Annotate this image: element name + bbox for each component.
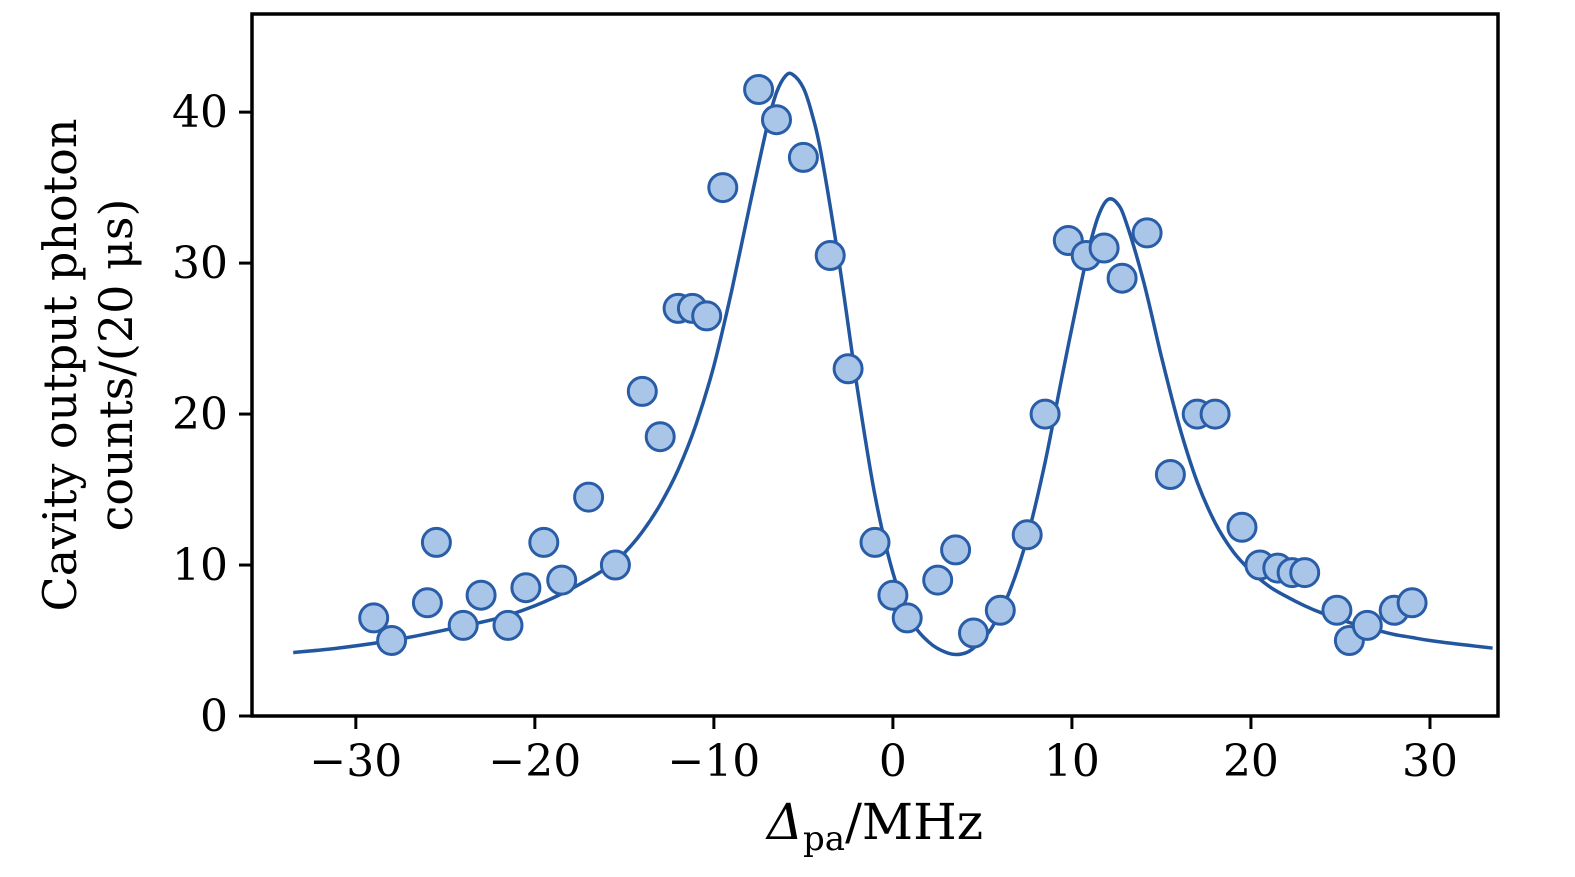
axis-frame — [250, 12, 1500, 718]
data-point — [1289, 557, 1321, 589]
x-tick-label: 20 — [1223, 736, 1279, 787]
data-point — [984, 594, 1016, 626]
x-axis-label-suffix: /MHz — [845, 793, 984, 851]
data-point — [358, 602, 390, 634]
data-point — [465, 579, 497, 611]
data-point — [877, 579, 909, 611]
y-tick-label: 30 — [172, 238, 228, 289]
data-point — [832, 353, 864, 385]
y-tick-label: 0 — [200, 691, 228, 742]
data-point — [1396, 587, 1428, 619]
x-tick-label: 0 — [879, 736, 907, 787]
x-axis-label: Δpa/MHz — [252, 793, 1498, 856]
y-tick-label: 10 — [172, 540, 228, 591]
y-axis-label-text: Cavity output photon counts/(20 μs) — [32, 119, 144, 612]
data-point — [922, 564, 954, 596]
x-axis-label-subscript: pa — [803, 819, 846, 859]
x-tick-label: −30 — [309, 736, 402, 787]
data-point — [1106, 262, 1138, 294]
data-point — [1351, 609, 1383, 641]
data-point — [940, 534, 972, 566]
data-point — [707, 172, 739, 204]
data-point — [1226, 511, 1258, 543]
data-point — [599, 549, 631, 581]
data-point — [573, 481, 605, 513]
x-tick-label: 30 — [1402, 736, 1458, 787]
data-point — [1131, 217, 1163, 249]
x-tick-label: −20 — [488, 736, 581, 787]
data-point — [891, 602, 923, 634]
scatter-points — [358, 74, 1428, 656]
data-point — [644, 421, 676, 453]
data-point — [447, 609, 479, 641]
x-axis-label-symbol: Δ — [766, 793, 804, 851]
data-point — [492, 609, 524, 641]
data-point — [743, 74, 775, 105]
data-point — [787, 141, 819, 173]
fit-curve — [293, 71, 1493, 657]
data-point — [1321, 594, 1353, 626]
y-tick-label: 20 — [172, 389, 228, 440]
data-point — [420, 526, 452, 558]
data-point — [1011, 519, 1043, 551]
data-point — [1029, 398, 1061, 430]
y-ticks: 0 10 20 30 40 — [172, 87, 252, 742]
data-point — [510, 572, 542, 604]
data-point — [1088, 232, 1120, 264]
data-point — [691, 300, 723, 332]
data-point — [528, 526, 560, 558]
data-point — [376, 625, 408, 656]
y-axis-label-line2: counts/(20 μs) — [89, 198, 143, 532]
data-point — [814, 240, 846, 271]
y-tick-label: 40 — [172, 87, 228, 138]
data-point — [1199, 398, 1231, 430]
data-point — [958, 617, 989, 649]
y-axis-label-line1: Cavity output photon — [32, 118, 87, 612]
data-point — [761, 104, 792, 136]
data-point — [626, 375, 658, 407]
data-point — [859, 526, 891, 558]
data-point — [411, 587, 443, 619]
x-tick-label: −10 — [667, 736, 760, 787]
data-point — [1154, 459, 1186, 490]
x-tick-label: 10 — [1044, 736, 1100, 787]
data-point — [546, 564, 578, 596]
x-ticks: −30 −20 −10 0 10 20 30 — [309, 716, 1458, 787]
